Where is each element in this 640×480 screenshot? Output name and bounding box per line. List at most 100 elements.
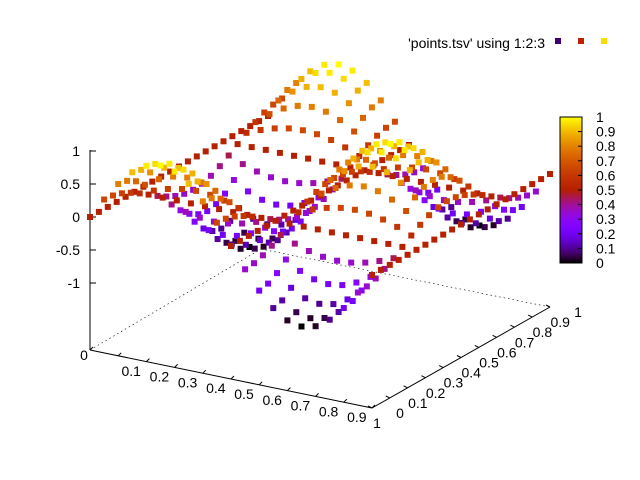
data-point	[432, 181, 438, 188]
y-tick-label: 0.2	[426, 385, 446, 401]
colorbar-tick-label: 0.6	[596, 167, 616, 183]
data-point	[321, 61, 328, 68]
data-point	[265, 280, 272, 287]
data-point	[383, 124, 389, 131]
data-point	[385, 240, 392, 247]
data-point	[276, 149, 283, 156]
data-point	[219, 231, 226, 238]
data-point	[354, 156, 361, 163]
data-point	[247, 123, 254, 130]
data-point	[110, 192, 116, 199]
data-point	[332, 185, 339, 191]
data-point	[283, 229, 290, 236]
data-point	[193, 153, 200, 160]
data-point	[353, 279, 360, 286]
data-point	[285, 125, 292, 132]
data-point	[340, 75, 347, 82]
data-point	[387, 141, 394, 147]
data-point	[235, 205, 242, 211]
data-point	[312, 70, 319, 76]
data-point	[452, 194, 459, 201]
z-tick-label: 0	[72, 209, 80, 225]
data-point	[488, 193, 495, 200]
colorbar-tick-label: 0	[596, 255, 604, 271]
data-point	[461, 192, 468, 198]
data-point	[424, 157, 431, 163]
data-point	[279, 228, 286, 235]
data-point	[334, 257, 341, 264]
data-point	[355, 163, 362, 170]
data-point	[172, 193, 179, 199]
data-point	[263, 222, 270, 229]
data-point	[470, 191, 477, 198]
y-tick-mark	[510, 324, 515, 328]
data-point	[290, 207, 297, 214]
data-point	[469, 199, 476, 205]
data-point	[164, 186, 171, 192]
data-point	[363, 283, 370, 290]
data-point	[147, 169, 154, 176]
data-point	[413, 246, 420, 253]
colorbar-tick-label: 0.3	[596, 211, 616, 227]
colorbar-tick-label: 0.7	[596, 153, 616, 169]
data-point	[305, 155, 312, 162]
data-point	[161, 164, 168, 171]
data-point	[316, 300, 323, 307]
data-point	[328, 229, 335, 236]
legend-sample-point	[578, 38, 584, 44]
data-point	[342, 144, 349, 151]
data-point	[325, 281, 332, 288]
data-point	[368, 104, 375, 111]
y-tick-mark	[456, 355, 462, 358]
data-point	[256, 287, 263, 294]
data-point	[326, 69, 333, 76]
data-point	[256, 237, 263, 244]
data-point	[429, 176, 436, 183]
data-point	[425, 189, 432, 196]
data-point	[189, 170, 196, 177]
data-point	[348, 259, 355, 266]
data-point	[302, 295, 309, 302]
data-point	[395, 256, 402, 263]
y-tick-mark	[367, 405, 373, 409]
data-point	[230, 209, 237, 216]
data-point	[115, 181, 122, 187]
y-tick-mark	[527, 314, 533, 318]
data-point	[455, 199, 461, 205]
data-point	[460, 187, 467, 194]
z-tick-label: 0.5	[61, 176, 81, 192]
data-point	[207, 191, 214, 198]
data-point	[243, 129, 250, 136]
data-point	[338, 175, 345, 182]
data-point	[182, 208, 189, 215]
data-point	[276, 216, 283, 223]
data-point	[357, 168, 364, 175]
data-point	[430, 204, 437, 210]
legend: 'points.tsv' using 1:2:3	[408, 35, 607, 51]
data-point	[138, 166, 145, 173]
data-point	[331, 175, 338, 181]
data-point	[194, 178, 201, 185]
data-point	[518, 204, 525, 210]
data-point	[358, 287, 365, 294]
data-point	[351, 206, 358, 213]
data-point	[490, 222, 497, 229]
data-point	[122, 193, 129, 200]
data-point	[393, 172, 400, 178]
data-point	[352, 172, 359, 179]
data-point	[260, 243, 267, 250]
data-point	[225, 220, 231, 227]
data-point	[371, 238, 378, 245]
data-point	[404, 251, 411, 258]
data-point	[274, 237, 281, 244]
data-point	[226, 199, 233, 206]
data-point	[493, 201, 500, 208]
data-point	[181, 190, 188, 197]
data-point	[462, 216, 469, 223]
data-point	[222, 215, 229, 222]
data-point	[234, 141, 241, 148]
data-point	[259, 252, 266, 259]
data-point	[303, 83, 310, 90]
data-point	[218, 225, 225, 232]
